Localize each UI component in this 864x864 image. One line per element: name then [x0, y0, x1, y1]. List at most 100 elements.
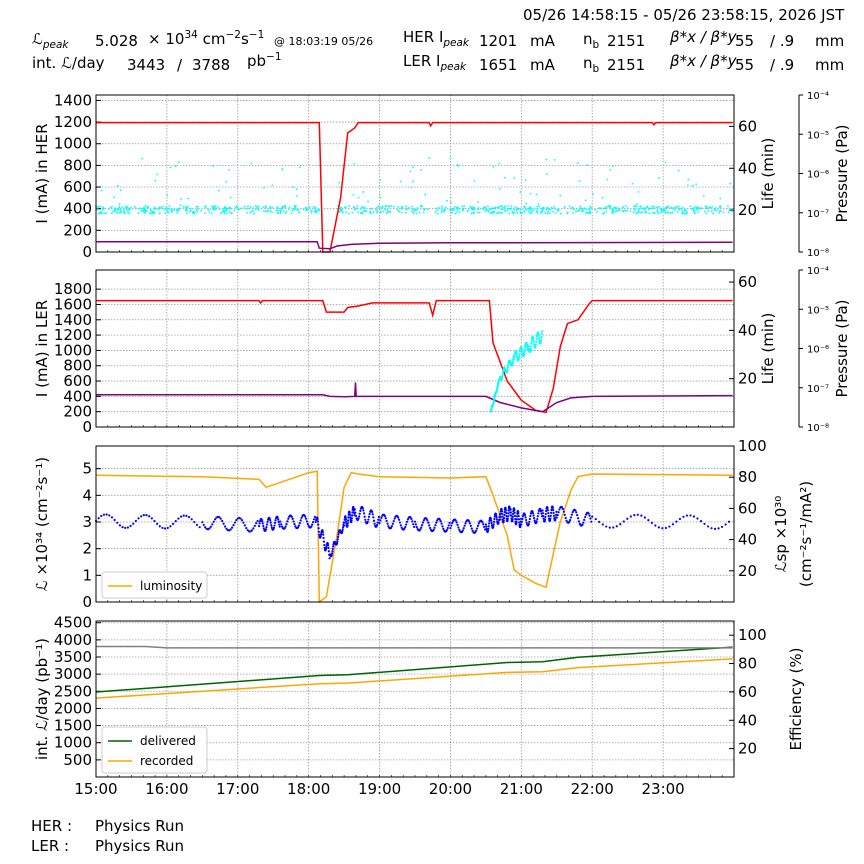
life-point: [519, 211, 522, 213]
life-point: [412, 212, 415, 215]
specific-lumi-point: [484, 523, 487, 526]
specific-lumi-point: [195, 523, 199, 526]
specific-lumi-point: [541, 509, 544, 512]
life-point: [214, 205, 217, 208]
life-point: [535, 337, 538, 340]
specific-lumi-point: [253, 524, 256, 527]
specific-lumi-point: [546, 509, 550, 512]
specific-lumi-point: [304, 517, 308, 520]
life-point: [635, 203, 638, 206]
life-point: [596, 211, 598, 213]
specific-lumi-point: [362, 512, 366, 515]
life-point: [520, 349, 524, 352]
specific-lumi-point: [293, 523, 296, 526]
specific-lumi-point: [477, 522, 480, 525]
life-point: [345, 211, 348, 214]
life-point: [528, 207, 531, 210]
life-point: [453, 205, 456, 208]
y2-tick-label: 100: [738, 437, 767, 455]
her-ipeak-unit: mA: [530, 32, 555, 50]
life-point: [649, 207, 652, 210]
life-point: [254, 208, 257, 210]
life-point: [363, 206, 366, 209]
life-point: [144, 208, 147, 211]
specific-lumi-point: [499, 512, 502, 515]
life-point: [563, 206, 566, 208]
specific-lumi-point: [317, 523, 320, 526]
specific-lumi-point: [344, 516, 347, 519]
life-point: [454, 212, 457, 215]
y2-axis-label-units: (cm⁻²s⁻¹/mA²): [797, 481, 815, 587]
life-point: [527, 347, 530, 350]
life-point: [539, 340, 542, 344]
life-point: [102, 206, 105, 209]
specific-lumi-point: [343, 521, 346, 524]
life-point: [411, 211, 414, 213]
life-point: [670, 207, 673, 210]
life-point: [158, 206, 161, 209]
life-point: [574, 210, 577, 213]
specific-lumi-point: [399, 524, 402, 527]
life-point: [553, 205, 556, 208]
specific-lumi-point: [204, 526, 207, 529]
specific-lumi-point: [225, 527, 228, 530]
specific-lumi-point: [153, 519, 156, 523]
y-tick-label: 3: [82, 513, 92, 531]
life-point: [197, 205, 199, 208]
life-point: [507, 205, 509, 207]
specific-lumi-point: [506, 517, 509, 520]
y-tick-label: 400: [63, 387, 92, 405]
life-point: [204, 212, 206, 215]
life-point: [119, 189, 122, 192]
ler-ipeak-value: 1651: [479, 56, 518, 74]
life-point: [507, 364, 510, 367]
life-point: [461, 205, 464, 208]
y-tick-label: 1: [82, 566, 92, 584]
life-point: [222, 207, 224, 210]
life-point: [637, 210, 640, 213]
life-point: [178, 207, 181, 210]
pressure-axis-label: Pressure (Pa): [833, 299, 851, 397]
life-point: [532, 209, 535, 212]
life-point: [496, 206, 499, 209]
specific-lumi-point: [457, 526, 460, 529]
life-point: [441, 205, 444, 208]
life-point: [103, 207, 105, 210]
specific-lumi-point: [164, 527, 167, 530]
y-tick-label: 800: [63, 156, 92, 174]
specific-lumi-point: [209, 525, 212, 528]
specific-lumi-point: [447, 524, 450, 527]
specific-lumi-point: [346, 519, 350, 522]
specific-lumi-point: [257, 524, 261, 528]
life-point: [369, 208, 372, 210]
life-point: [457, 208, 459, 211]
life-point: [518, 350, 522, 353]
life-point: [196, 210, 199, 213]
life-point: [523, 211, 526, 213]
specific-lumi-point: [710, 527, 713, 530]
life-point: [575, 207, 578, 210]
specific-lumi-point: [528, 517, 531, 521]
panel-2: [95, 269, 803, 428]
life-point: [511, 362, 514, 365]
life-point: [477, 201, 479, 203]
life-point: [542, 207, 545, 210]
specific-lumi-point: [129, 524, 132, 528]
life-point: [264, 206, 267, 209]
specific-lumi-point: [235, 519, 238, 522]
life-point: [585, 212, 587, 214]
specific-lumi-point: [386, 522, 389, 525]
life-point: [193, 211, 196, 214]
ler-ipeak-label: LER Ipeak: [403, 52, 467, 73]
specific-lumi-point: [121, 526, 124, 529]
life-point: [310, 211, 313, 214]
life-point: [667, 212, 670, 214]
life-point: [252, 207, 254, 209]
y2-tick-label: 100: [738, 626, 767, 644]
life-point: [473, 212, 475, 214]
life-point: [310, 209, 313, 212]
specific-lumi-point: [492, 525, 495, 528]
life-point: [502, 207, 505, 209]
life-point: [359, 208, 362, 210]
life-point: [263, 186, 265, 189]
